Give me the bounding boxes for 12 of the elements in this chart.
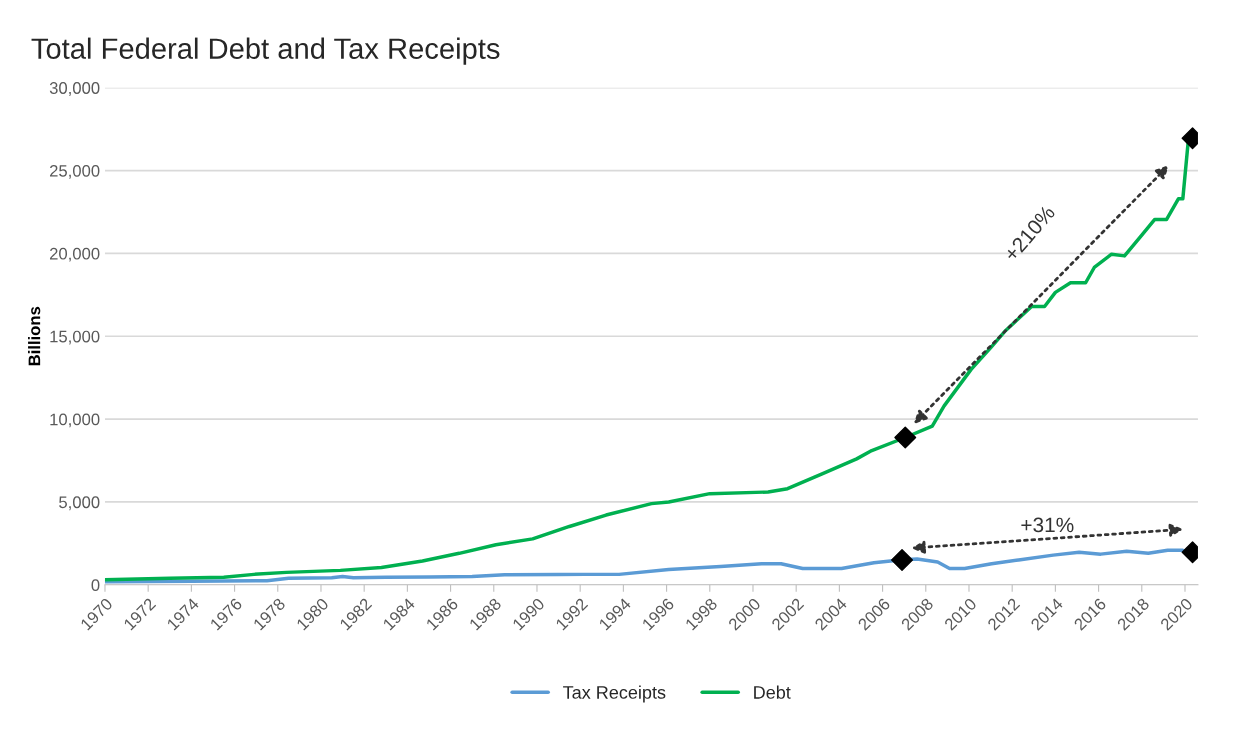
legend-label: Debt <box>754 685 791 699</box>
y-tick-label: 10,000 <box>50 413 100 428</box>
annotation: +31% <box>1021 517 1074 533</box>
legend-label: Tax Receipts <box>563 685 666 703</box>
y-tick-label: 15,000 <box>50 330 100 345</box>
y-tick-label: 5,000 <box>59 496 100 511</box>
y-tick-label: 0 <box>91 579 100 591</box>
y-axis-title: Billions <box>28 306 41 366</box>
y-tick-label: 25,000 <box>49 164 100 179</box>
y-tick-label: 20,000 <box>49 247 100 262</box>
chart-title: Total Federal Debt and Tax Receipts <box>31 37 500 65</box>
y-tick-label: 30,000 <box>49 82 100 96</box>
